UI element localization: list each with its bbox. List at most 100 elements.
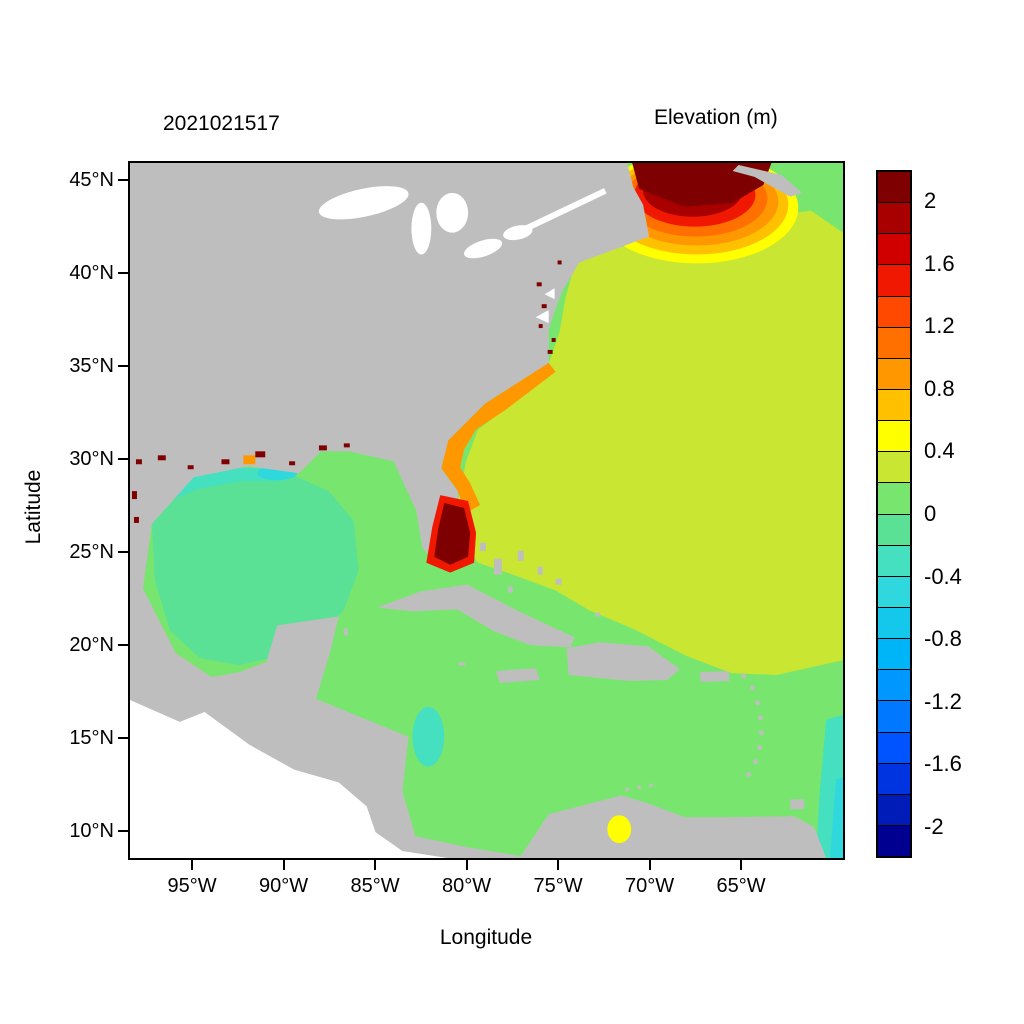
st-lawrence-channel xyxy=(524,188,607,232)
lake-superior xyxy=(318,186,409,220)
lake-ontario xyxy=(503,225,533,241)
atlantic-elevated-region xyxy=(458,210,843,676)
y-tick-mark-10°N xyxy=(118,829,128,832)
colorbar-tick-label--1.6: -1.6 xyxy=(924,751,962,777)
island-jamaica xyxy=(495,668,540,684)
colorbar-title: Elevation (m) xyxy=(654,106,778,129)
map-canvas xyxy=(130,163,843,858)
colorbar-cell-4 xyxy=(878,295,910,327)
y-tick-label-45°N: 45°N xyxy=(69,168,114,191)
x-tick-label-80°W: 80°W xyxy=(441,875,492,897)
colorbar-cell-8 xyxy=(878,420,910,452)
southeast-us-coastal-surge-band xyxy=(441,362,556,513)
x-tick-label-85°W: 85°W xyxy=(350,875,400,897)
bahamas-islands xyxy=(480,542,601,617)
colorbar-cell-15 xyxy=(878,638,910,670)
colorbar-tick-label--1.2: -1.2 xyxy=(924,688,962,714)
colorbar-tick-label-0.4: 0.4 xyxy=(924,438,955,464)
y-tick-label-40°N: 40°N xyxy=(69,261,114,284)
colorbar-cell-11 xyxy=(878,513,910,545)
maine-surge-core xyxy=(632,163,772,207)
colorbar-cell-13 xyxy=(878,575,910,607)
y-tick-mark-25°N xyxy=(118,550,128,553)
x-tick-label-95°W: 95°W xyxy=(167,875,217,897)
x-tick-mark-90°W xyxy=(282,860,285,870)
nicaragua-shelf-teal-patch xyxy=(412,706,445,767)
y-axis-label: Latitude xyxy=(22,469,45,545)
y-tick-label-10°N: 10°N xyxy=(69,819,114,842)
x-tick-mark-85°W xyxy=(374,860,377,870)
colorbar-cell-21 xyxy=(878,824,910,857)
lake-erie xyxy=(463,238,503,259)
gulf-of-mexico-depressed-region xyxy=(151,469,359,666)
north-america-landmass xyxy=(130,163,827,858)
colorbar-tick-label--0.8: -0.8 xyxy=(924,626,962,652)
colorbar-cell-2 xyxy=(878,233,910,265)
east-boundary-cyan-strip xyxy=(830,777,843,858)
chesapeake-bay-notch xyxy=(535,310,549,324)
colorbar-cell-18 xyxy=(878,731,910,763)
colorbar-cell-17 xyxy=(878,700,910,732)
x-tick-mark-75°W xyxy=(557,860,560,870)
y-tick-mark-15°N xyxy=(118,736,128,739)
x-tick-label-75°W: 75°W xyxy=(533,875,583,897)
colorbar-tick-label-0.8: 0.8 xyxy=(924,375,955,401)
x-tick-label-90°W: 90°W xyxy=(258,875,309,897)
colorbar-cell-1 xyxy=(878,202,910,234)
south-florida-surge-core xyxy=(434,503,471,565)
y-tick-label-30°N: 30°N xyxy=(69,447,114,470)
northern-gulf-orange-patch xyxy=(243,455,256,465)
island-trinidad xyxy=(790,799,805,810)
x-axis-label: Longitude xyxy=(439,926,533,949)
colorbar-tick-label-1.2: 1.2 xyxy=(924,313,955,339)
lake-michigan xyxy=(411,202,432,255)
island-cozumel xyxy=(343,628,348,636)
x-tick-label-65°W: 65°W xyxy=(716,875,766,897)
colorbar-cell-7 xyxy=(878,388,910,421)
y-tick-label-15°N: 15°N xyxy=(69,726,114,749)
pacific-nodata-region xyxy=(130,699,449,858)
colorbar-cell-16 xyxy=(878,669,910,701)
gulf-coast-surge-specks xyxy=(131,443,350,523)
colorbar-cell-20 xyxy=(878,793,910,825)
colorbar-tick-label-0: 0 xyxy=(924,501,937,526)
y-tick-mark-30°N xyxy=(118,457,128,460)
lake-maracaibo-elevated-spot xyxy=(607,815,632,844)
lake-huron xyxy=(436,192,469,233)
colorbar-tick-label--0.4: -0.4 xyxy=(924,563,962,589)
plot-frame xyxy=(128,161,845,860)
colorbar-cell-6 xyxy=(878,357,910,389)
colorbar-tick-label-2: 2 xyxy=(924,188,937,214)
northeast-coast-surge-specks xyxy=(536,260,562,354)
colorbar-tick-label--2: -2 xyxy=(924,813,944,839)
island-cayman xyxy=(458,662,466,666)
nova-scotia-sliver xyxy=(732,164,803,197)
colorbar-cell-9 xyxy=(878,451,910,483)
x-tick-mark-70°W xyxy=(648,860,651,870)
y-tick-label-20°N: 20°N xyxy=(69,633,114,656)
colorbar-cell-10 xyxy=(878,482,910,514)
island-hispaniola xyxy=(566,642,680,682)
y-tick-mark-45°N xyxy=(118,178,128,181)
island-cuba xyxy=(377,584,575,648)
colorbar-cell-12 xyxy=(878,544,910,576)
datetime-title: 2021021517 xyxy=(163,112,280,135)
y-tick-mark-20°N xyxy=(118,643,128,646)
x-tick-mark-65°W xyxy=(740,860,743,870)
colorbar-cell-19 xyxy=(878,762,910,794)
y-tick-mark-35°N xyxy=(118,364,128,367)
x-tick-mark-80°W xyxy=(465,860,468,870)
x-tick-label-70°W: 70°W xyxy=(624,875,675,897)
y-tick-mark-40°N xyxy=(118,271,128,274)
x-tick-mark-95°W xyxy=(191,860,194,870)
y-tick-label-35°N: 35°N xyxy=(69,354,114,377)
colorbar-cell-0 xyxy=(878,172,910,203)
colorbar-cell-3 xyxy=(878,264,910,296)
colorbar-cell-14 xyxy=(878,606,910,639)
delaware-bay-notch xyxy=(544,288,555,300)
island-puerto-rico xyxy=(699,671,730,683)
colorbar-tick-label-1.6: 1.6 xyxy=(924,250,955,276)
lesser-antilles-islands xyxy=(625,673,764,792)
y-tick-label-25°N: 25°N xyxy=(69,540,114,563)
